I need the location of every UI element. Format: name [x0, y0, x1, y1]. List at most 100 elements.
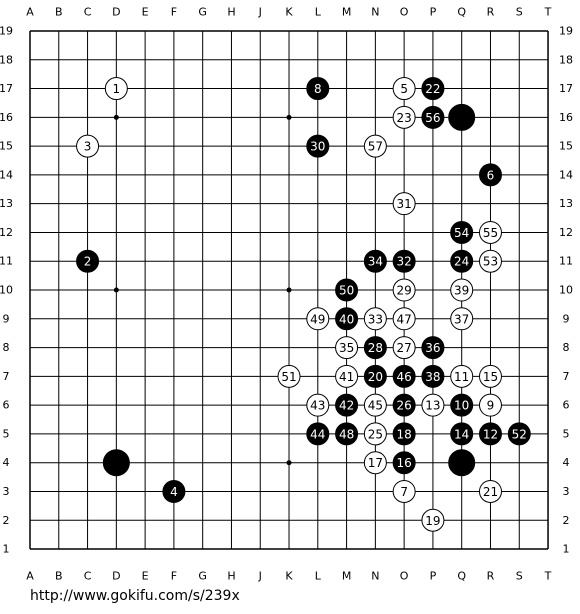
row-label: 9 [3, 312, 10, 325]
row-label: 8 [563, 341, 570, 354]
move-number: 53 [483, 255, 498, 269]
move-number: 46 [396, 370, 411, 384]
move-number: 55 [483, 226, 498, 240]
move-number: 41 [339, 370, 354, 384]
white-stone [277, 364, 301, 388]
white-stone [478, 364, 502, 388]
row-label: 16 [0, 111, 13, 124]
black-stone [478, 163, 502, 187]
move-number: 1 [113, 82, 121, 96]
move-number: 23 [396, 111, 411, 125]
column-label: B [55, 6, 63, 19]
move-number: 25 [368, 427, 383, 441]
row-label: 19 [0, 25, 13, 38]
white-stone [335, 364, 359, 388]
move-number: 51 [281, 370, 296, 384]
black-stone [448, 103, 476, 131]
white-stone [76, 134, 100, 158]
column-label: G [198, 570, 207, 583]
move-number: 13 [425, 399, 440, 413]
white-stone [392, 336, 416, 360]
white-stone [363, 422, 387, 446]
row-label: 13 [559, 197, 573, 210]
row-label: 3 [3, 485, 10, 498]
column-label: D [112, 570, 120, 583]
column-label: O [400, 570, 409, 583]
row-label: 10 [0, 284, 13, 297]
row-label: 17 [0, 82, 13, 95]
column-label: M [342, 6, 352, 19]
move-number: 33 [368, 312, 383, 326]
move-number: 57 [368, 140, 383, 154]
black-stone [335, 422, 359, 446]
move-number: 31 [396, 197, 411, 211]
black-stone [306, 77, 330, 101]
black-stone [421, 336, 445, 360]
black-stone [450, 393, 474, 417]
column-label: N [371, 570, 379, 583]
row-label: 12 [0, 226, 13, 239]
black-stone [306, 422, 330, 446]
black-stone [450, 220, 474, 244]
row-label: 18 [0, 53, 13, 66]
black-stone [335, 393, 359, 417]
black-stone [392, 451, 416, 475]
move-number: 36 [425, 341, 440, 355]
column-label: R [487, 6, 495, 19]
move-number: 20 [368, 370, 383, 384]
column-label: P [430, 6, 437, 19]
black-stone [392, 249, 416, 273]
column-label: F [171, 6, 177, 19]
white-stone [363, 393, 387, 417]
move-number: 35 [339, 341, 354, 355]
column-label: S [516, 6, 523, 19]
white-stone [392, 278, 416, 302]
row-label: 1 [3, 543, 10, 556]
black-stone [450, 422, 474, 446]
column-label: R [487, 570, 495, 583]
white-stone [392, 479, 416, 503]
star-point [286, 460, 292, 466]
column-label: T [544, 6, 552, 19]
move-number: 44 [310, 427, 325, 441]
white-stone [392, 307, 416, 331]
move-number: 50 [339, 284, 354, 298]
column-label: E [142, 6, 149, 19]
white-stone [478, 249, 502, 273]
move-number: 19 [425, 514, 440, 528]
move-number: 27 [396, 341, 411, 355]
row-label: 4 [563, 456, 570, 469]
white-stone [478, 220, 502, 244]
column-label: P [430, 570, 437, 583]
move-number: 56 [425, 111, 440, 125]
move-number: 47 [396, 312, 411, 326]
row-label: 2 [563, 514, 570, 527]
black-stone [306, 134, 330, 158]
move-number: 7 [400, 485, 408, 499]
move-number: 30 [310, 140, 325, 154]
column-label: C [84, 570, 92, 583]
row-label: 12 [559, 226, 573, 239]
row-label: 5 [563, 427, 570, 440]
move-number: 22 [425, 82, 440, 96]
star-point [286, 287, 292, 293]
move-number: 54 [454, 226, 469, 240]
black-stone [421, 105, 445, 129]
column-label: K [285, 570, 293, 583]
black-stone [76, 249, 100, 273]
column-label: G [198, 6, 207, 19]
move-number: 9 [487, 399, 495, 413]
white-stone [478, 479, 502, 503]
row-label: 19 [559, 25, 573, 38]
black-stone [392, 364, 416, 388]
move-number: 43 [310, 399, 325, 413]
column-label: L [315, 570, 322, 583]
row-label: 3 [563, 485, 570, 498]
white-stone [421, 508, 445, 532]
white-stone [392, 105, 416, 129]
column-label: O [400, 6, 409, 19]
move-number: 17 [368, 456, 383, 470]
white-stone [363, 307, 387, 331]
move-number: 32 [396, 255, 411, 269]
move-number: 18 [396, 427, 411, 441]
